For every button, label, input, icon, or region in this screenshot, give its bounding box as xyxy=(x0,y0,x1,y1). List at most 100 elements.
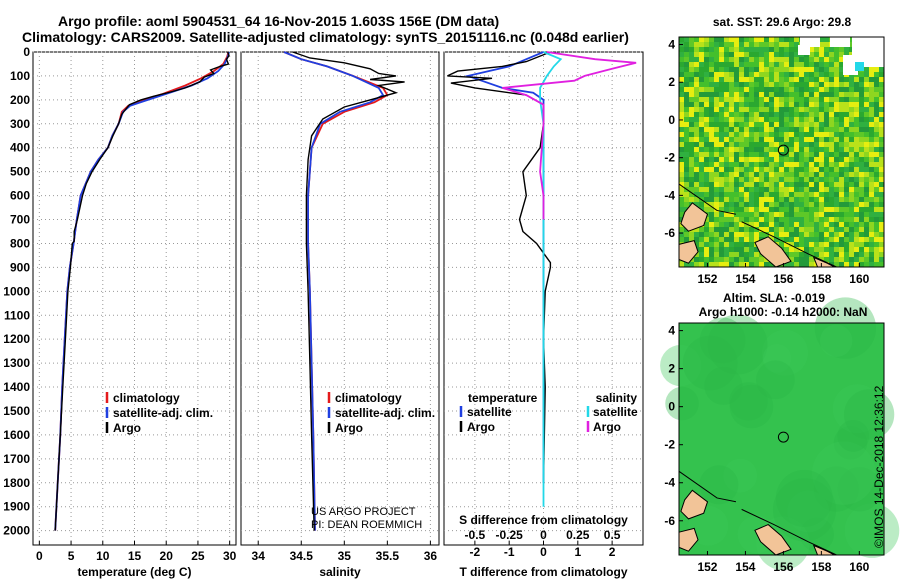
sst-cell xyxy=(784,192,789,197)
sst-cell xyxy=(879,187,884,192)
sst-cell xyxy=(829,172,834,177)
sst-cell xyxy=(789,232,794,237)
sst-cell xyxy=(879,162,884,167)
sst-cell xyxy=(704,162,709,167)
sst-cell xyxy=(714,202,719,207)
sst-cell xyxy=(849,237,854,242)
sst-cell xyxy=(734,187,739,192)
sst-cell xyxy=(794,252,799,257)
sst-cell xyxy=(679,82,684,87)
sst-cell xyxy=(854,132,859,137)
sst-cell xyxy=(724,202,729,207)
sst-cell xyxy=(784,117,789,122)
sst-cell xyxy=(754,132,759,137)
sst-cell xyxy=(729,112,734,117)
sst-cell xyxy=(799,162,804,167)
sst-cell xyxy=(724,47,729,52)
sst-cell xyxy=(694,172,699,177)
sst-cell xyxy=(729,232,734,237)
sst-cell xyxy=(684,127,689,132)
sst-cell xyxy=(744,247,749,252)
sst-cell xyxy=(724,232,729,237)
sst-cell xyxy=(679,237,684,242)
sst-cell xyxy=(799,227,804,232)
sst-cell xyxy=(784,212,789,217)
sst-cell xyxy=(819,207,824,212)
sst-cell xyxy=(714,92,719,97)
sst-cell xyxy=(689,122,694,127)
sla-blob xyxy=(775,469,833,527)
sst-cell xyxy=(829,152,834,157)
sst-cell xyxy=(844,172,849,177)
sst-cell xyxy=(854,122,859,127)
sst-cell xyxy=(839,172,844,177)
sst-cell xyxy=(769,87,774,92)
sst-cell xyxy=(839,67,844,72)
sst-cell xyxy=(874,117,879,122)
sst-cell xyxy=(874,197,879,202)
sst-cell xyxy=(834,52,839,57)
sst-cell xyxy=(694,157,699,162)
sst-cell xyxy=(709,137,714,142)
sst-cell xyxy=(749,42,754,47)
sst-cell xyxy=(784,197,789,202)
sst-cell xyxy=(819,132,824,137)
sst-cell xyxy=(714,127,719,132)
sst-cell xyxy=(779,82,784,87)
sst-cell xyxy=(714,37,719,42)
sst-cell xyxy=(684,262,689,267)
sst-cell xyxy=(724,117,729,122)
sst-cell xyxy=(849,227,854,232)
sst-cell xyxy=(774,72,779,77)
sst-cell xyxy=(714,142,719,147)
sst-cell xyxy=(859,217,864,222)
sst-cell xyxy=(829,227,834,232)
sst-cell xyxy=(724,42,729,47)
sst-cell xyxy=(804,77,809,82)
sst-cell xyxy=(754,252,759,257)
sst-cell xyxy=(739,37,744,42)
sst-cell xyxy=(679,162,684,167)
sst-cell xyxy=(864,117,869,122)
sst-cell xyxy=(749,242,754,247)
sst-cell xyxy=(739,57,744,62)
sst-cell xyxy=(759,107,764,112)
sst-cell xyxy=(689,137,694,142)
sst-cell xyxy=(709,177,714,182)
sst-cell xyxy=(784,97,789,102)
sst-cell xyxy=(759,97,764,102)
sla-blob xyxy=(787,490,830,533)
sst-cell xyxy=(739,227,744,232)
sst-cell xyxy=(734,207,739,212)
x2-tick-label: -0.25 xyxy=(496,528,524,542)
sst-cell xyxy=(834,127,839,132)
sst-cell xyxy=(849,162,854,167)
sst-cell xyxy=(864,122,869,127)
sst-cell xyxy=(729,87,734,92)
sst-cell xyxy=(774,132,779,137)
sst-cell xyxy=(729,77,734,82)
sst-cell xyxy=(724,37,729,42)
sst-cell xyxy=(724,192,729,197)
sst-cell xyxy=(804,237,809,242)
depth-tick-label: 900 xyxy=(10,260,30,274)
sst-cell xyxy=(854,172,859,177)
sst-cell xyxy=(799,107,804,112)
sst-cell xyxy=(844,157,849,162)
sst-cell xyxy=(839,132,844,137)
sst-cell xyxy=(734,77,739,82)
sst-cell xyxy=(859,192,864,197)
sst-cell xyxy=(714,137,719,142)
sst-cell xyxy=(734,87,739,92)
sst-cell xyxy=(749,162,754,167)
sst-cell xyxy=(734,212,739,217)
sst-cell xyxy=(859,152,864,157)
sst-cell xyxy=(834,87,839,92)
sst-cell xyxy=(844,52,849,57)
sst-cell xyxy=(689,177,694,182)
sst-cell xyxy=(764,127,769,132)
sst-cell xyxy=(879,262,884,267)
sst-cell xyxy=(719,202,724,207)
sst-cell xyxy=(844,107,849,112)
sst-cell xyxy=(864,92,869,97)
